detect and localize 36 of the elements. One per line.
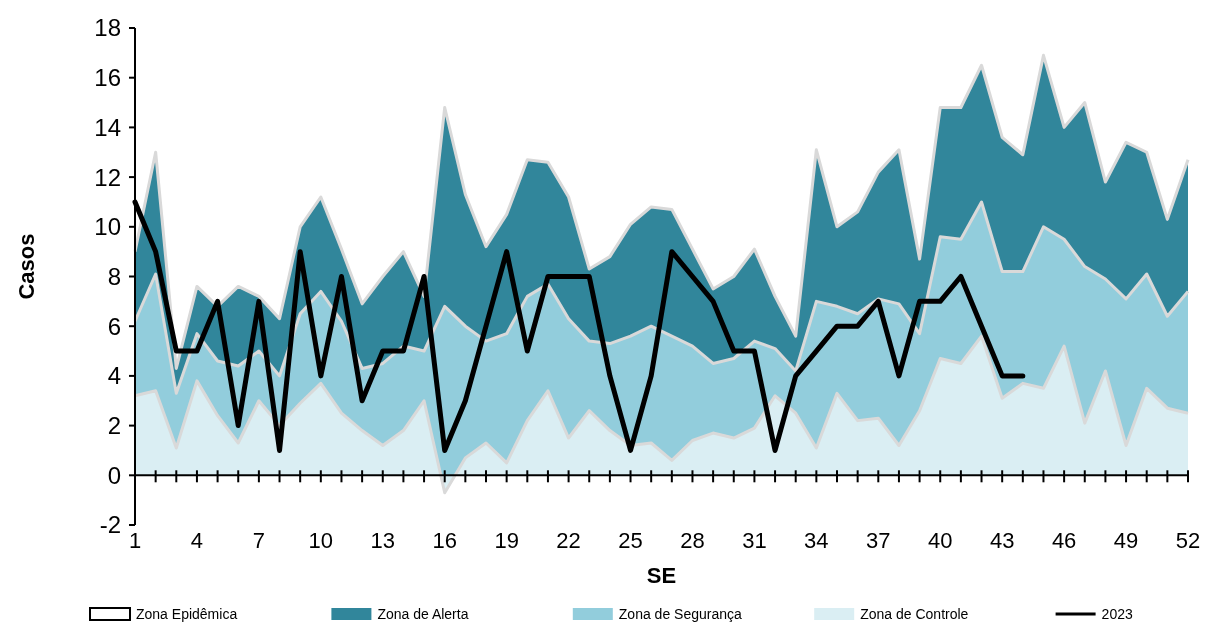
x-tick-label: 31 (742, 527, 767, 553)
x-tick-label: 13 (370, 527, 396, 553)
x-tick-label: 4 (190, 527, 204, 553)
x-tick-label: 43 (989, 527, 1015, 553)
y-tick-label: 0 (107, 461, 121, 489)
x-tick-label: 34 (804, 527, 829, 553)
x-tick-label: 22 (556, 527, 581, 553)
x-tick-label: 28 (680, 527, 705, 553)
y-tick-label: 12 (94, 163, 121, 191)
x-tick-label: 37 (866, 527, 891, 553)
x-tick-label: 10 (308, 527, 334, 553)
x-tick-label: 1 (128, 527, 142, 553)
x-tick-label: 7 (252, 527, 266, 553)
x-tick-label: 52 (1175, 527, 1201, 553)
legend-label: Zona Epidêmica (136, 605, 238, 622)
y-tick-label: 2 (107, 412, 121, 439)
x-tick-label: 46 (1051, 527, 1077, 553)
x-tick-label: 49 (1113, 527, 1139, 553)
y-tick-label: 14 (94, 113, 121, 141)
y-axis-title: Casos (14, 233, 39, 300)
y-tick-label: 6 (107, 312, 121, 340)
y-tick-label: 8 (107, 262, 121, 290)
x-tick-label: 19 (494, 527, 519, 553)
y-tick-label: 18 (94, 14, 121, 42)
x-tick-label: 25 (618, 527, 643, 553)
legend-label: Zona de Alerta (377, 605, 469, 622)
legend-label: 2023 (1101, 605, 1133, 622)
x-axis-title: SE (646, 563, 677, 588)
y-tick-label: 16 (94, 64, 121, 92)
x-tick-label: 40 (927, 527, 953, 553)
y-tick-label: -2 (99, 511, 121, 539)
x-tick-label: 16 (432, 527, 457, 553)
y-tick-label: 10 (94, 213, 121, 241)
y-tick-label: 4 (107, 362, 121, 390)
legend-label: Zona de Controle (860, 605, 969, 622)
legend-label: Zona de Segurança (618, 605, 742, 622)
